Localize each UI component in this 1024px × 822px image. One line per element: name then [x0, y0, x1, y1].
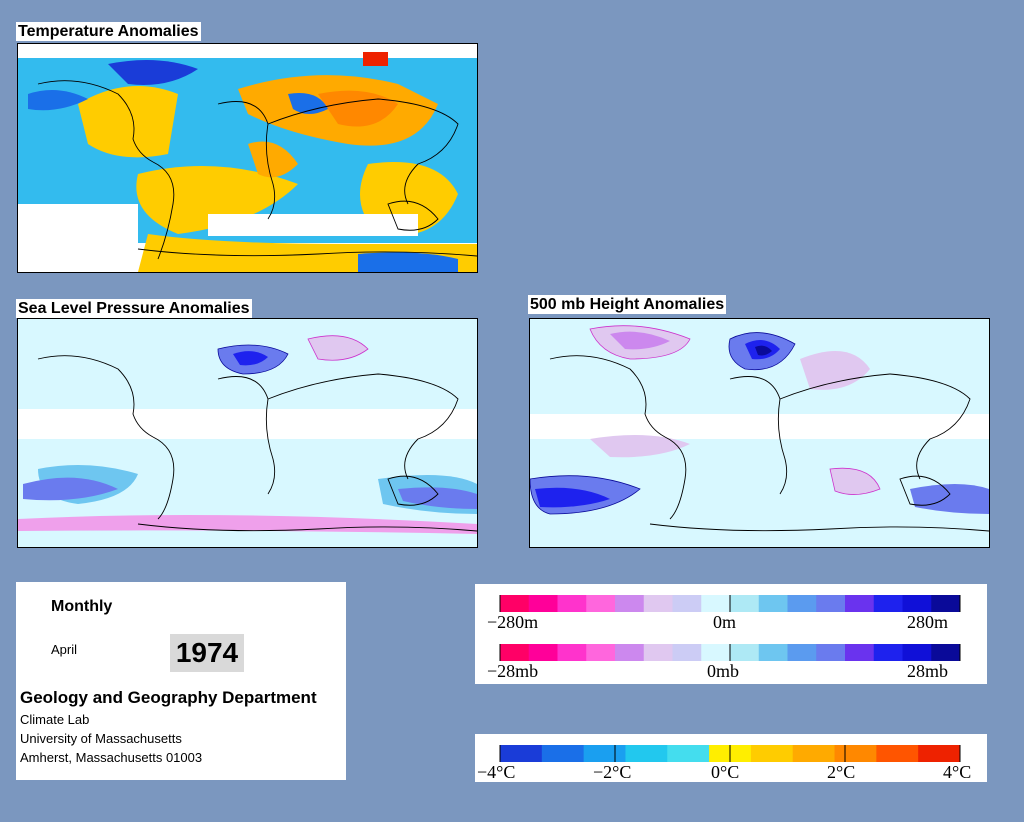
- legend-swatch: [758, 644, 788, 661]
- year-label: 1974: [170, 634, 244, 672]
- legend-swatch: [586, 644, 616, 661]
- temperature-legend: −4°C −2°C 0°C 2°C 4°C: [475, 734, 987, 782]
- month-label: April: [51, 642, 78, 657]
- legend-swatch: [845, 595, 875, 612]
- department-label: Geology and Geography Department: [20, 688, 317, 707]
- height-max-label: 280m: [907, 612, 948, 632]
- legend-swatch: [758, 595, 788, 612]
- legend-swatch: [500, 644, 530, 661]
- legend-swatch: [500, 595, 530, 612]
- pressure-max-label: 28mb: [907, 661, 948, 681]
- legend-swatch: [931, 595, 961, 612]
- legend-swatch: [643, 644, 673, 661]
- legend-swatch: [730, 644, 760, 661]
- legend-swatch: [586, 595, 616, 612]
- temperature-panel-title: Temperature Anomalies: [16, 22, 201, 41]
- legend-swatch: [873, 595, 903, 612]
- legend-swatch: [643, 595, 673, 612]
- height-anomaly-map: [529, 318, 990, 548]
- pressure-panel-title: Sea Level Pressure Anomalies: [16, 299, 252, 318]
- height-min-label: −280m: [487, 612, 538, 632]
- legend-swatch: [787, 595, 817, 612]
- temp-label-neg4: −4°C: [477, 762, 515, 782]
- legend-swatch: [701, 644, 731, 661]
- legend-swatch: [834, 745, 877, 762]
- frequency-label: Monthly: [51, 598, 113, 615]
- legend-swatch: [701, 595, 731, 612]
- legend-swatch: [792, 745, 836, 762]
- height-panel-title: 500 mb Height Anomalies: [528, 295, 727, 314]
- height-pressure-legend: −280m 0m 280m −28mb 0mb 28mb: [475, 584, 987, 684]
- legend-swatch: [672, 644, 702, 661]
- temperature-anomaly-map: [17, 43, 478, 273]
- legend-swatch: [902, 595, 932, 612]
- legend-swatch: [672, 595, 702, 612]
- university-label: University of Massachusetts: [20, 731, 182, 746]
- legend-swatch: [845, 644, 875, 661]
- temp-label-neg2: −2°C: [593, 762, 631, 782]
- legend-swatch: [557, 595, 587, 612]
- temp-label-zero: 0°C: [711, 762, 739, 782]
- pressure-color-bar: [499, 644, 961, 661]
- address-label: Amherst, Massachusetts 01003: [20, 750, 203, 765]
- legend-swatch: [615, 595, 645, 612]
- height-color-bar: [499, 595, 961, 612]
- legend-swatch: [625, 745, 668, 762]
- temp-label-pos4: 4°C: [943, 762, 971, 782]
- pressure-min-label: −28mb: [487, 661, 538, 681]
- legend-swatch: [787, 644, 817, 661]
- lab-label: Climate Lab: [20, 712, 90, 727]
- pressure-anomaly-map: [17, 318, 478, 548]
- legend-swatch: [918, 745, 961, 762]
- legend-swatch: [528, 595, 558, 612]
- legend-swatch: [541, 745, 585, 762]
- legend-swatch: [931, 644, 961, 661]
- legend-swatch: [730, 595, 760, 612]
- legend-swatch: [902, 644, 932, 661]
- legend-swatch: [557, 644, 587, 661]
- pressure-zero-label: 0mb: [707, 661, 739, 681]
- legend-swatch: [615, 644, 645, 661]
- legend-swatch: [750, 745, 794, 762]
- temperature-color-bar: [499, 745, 961, 762]
- legend-swatch: [816, 644, 846, 661]
- legend-swatch: [583, 745, 626, 762]
- legend-swatch: [528, 644, 558, 661]
- legend-swatch: [667, 745, 710, 762]
- legend-swatch: [500, 745, 543, 762]
- legend-swatch: [876, 745, 919, 762]
- temp-label-pos2: 2°C: [827, 762, 855, 782]
- legend-swatch: [816, 595, 846, 612]
- legend-swatch: [873, 644, 903, 661]
- height-zero-label: 0m: [713, 612, 736, 632]
- info-box: Monthly April 1974 Geology and Geography…: [16, 582, 346, 780]
